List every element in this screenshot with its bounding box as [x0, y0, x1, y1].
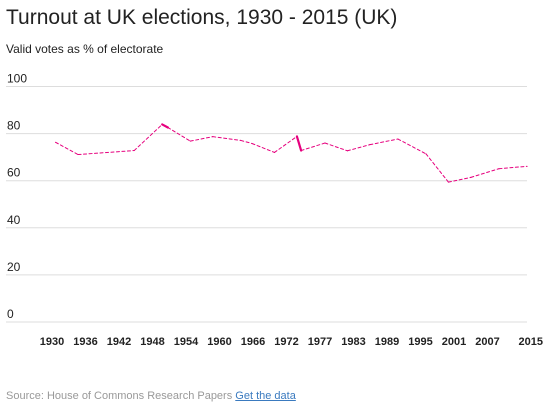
y-tick-label-40: 40: [7, 213, 21, 227]
gridlines: [6, 86, 527, 323]
line-segment-0-17: [447, 176, 472, 183]
line-segment-0-14: [369, 138, 399, 146]
chart-subtitle: Valid votes as % of electorate: [6, 42, 164, 56]
line-segment-0-8: [251, 142, 275, 153]
x-tick-label-1966: 1966: [241, 336, 265, 348]
x-tick-label-2007: 2007: [475, 336, 499, 348]
x-tick-label-1948: 1948: [140, 336, 164, 348]
line-segment-0-13: [346, 144, 371, 152]
y-axis-ticks: 0 20 40 60 80 100: [7, 72, 27, 322]
x-tick-label-1995: 1995: [408, 336, 432, 348]
data-point-1935: [77, 154, 79, 156]
line-segment-0-0: [55, 141, 79, 156]
x-tick-label-1942: 1942: [107, 336, 131, 348]
turnout-line-chart: 0 20 40 60 80 100 1930 1936 1942 1948 1954 1960 196…: [6, 72, 543, 348]
data-point-1987: [369, 144, 371, 146]
x-tick-label-2001: 2001: [442, 336, 466, 348]
line-segment-0-18: [470, 168, 500, 178]
get-the-data-link[interactable]: Get the data: [235, 390, 296, 402]
data-point-1970: [273, 151, 275, 153]
x-tick-label-1989: 1989: [375, 336, 399, 348]
line-segment-0-9: [273, 135, 298, 153]
y-tick-label-60: 60: [7, 166, 21, 180]
x-tick-label-1930: 1930: [40, 336, 64, 348]
data-point-1997: [425, 153, 427, 155]
line-segment-0-2: [133, 123, 163, 152]
line-segment-0-5: [189, 136, 214, 142]
line-segment-0-15: [397, 138, 427, 155]
x-tick-label-1977: 1977: [308, 336, 332, 348]
line-segment-0-3: [161, 123, 169, 129]
data-point-1992: [397, 138, 399, 140]
data-point-1983: [346, 150, 348, 152]
data-point-1955: [189, 140, 191, 142]
line-segment-0-19: [498, 165, 528, 170]
x-tick-label-1972: 1972: [274, 336, 298, 348]
chart-title: Turnout at UK elections, 1930 - 2015 (UK…: [6, 6, 398, 29]
x-tick-label-2015: 2015: [519, 336, 543, 348]
data-point-1974: [296, 135, 298, 137]
data-point-2015: [526, 165, 528, 167]
data-point-1964: [240, 139, 242, 141]
x-tick-label-1960: 1960: [207, 336, 231, 348]
data-point-2005: [470, 176, 472, 178]
y-tick-label-100: 100: [7, 72, 27, 86]
data-point-1974.75: [300, 150, 302, 152]
x-tick-label-1936: 1936: [73, 336, 97, 348]
line-segment-0-6: [212, 136, 242, 141]
line-segment-0-12: [324, 142, 348, 152]
x-tick-label-1983: 1983: [341, 336, 365, 348]
y-tick-label-20: 20: [7, 260, 21, 274]
line-segment-0-7: [240, 139, 253, 144]
line-segment-0-16: [425, 153, 449, 183]
chart-footer: Source: House of Commons Research Papers…: [6, 390, 296, 402]
data-point-1959: [212, 136, 214, 138]
line-segment-0-11: [300, 142, 326, 152]
series-line: [55, 123, 528, 183]
y-tick-label-0: 0: [7, 307, 14, 321]
x-tick-label-1954: 1954: [174, 336, 199, 348]
data-point-1951: [167, 126, 169, 128]
line-segment-0-10: [295, 135, 303, 152]
data-point-1950: [161, 123, 163, 125]
data-point-1931: [55, 141, 57, 143]
y-tick-label-80: 80: [7, 119, 21, 133]
line-segment-0-4: [167, 126, 191, 142]
data-point-1979: [324, 142, 326, 144]
source-note: Source: House of Commons Research Papers: [6, 390, 233, 402]
data-point-2001: [447, 181, 449, 183]
data-point-1966: [251, 142, 253, 144]
x-axis-ticks: 1930 1936 1942 1948 1954 1960 1966 1972 1977 1983…: [40, 336, 543, 348]
data-point-2010: [498, 168, 500, 170]
data-point-1945: [133, 150, 135, 152]
line-segment-0-1: [77, 150, 135, 156]
